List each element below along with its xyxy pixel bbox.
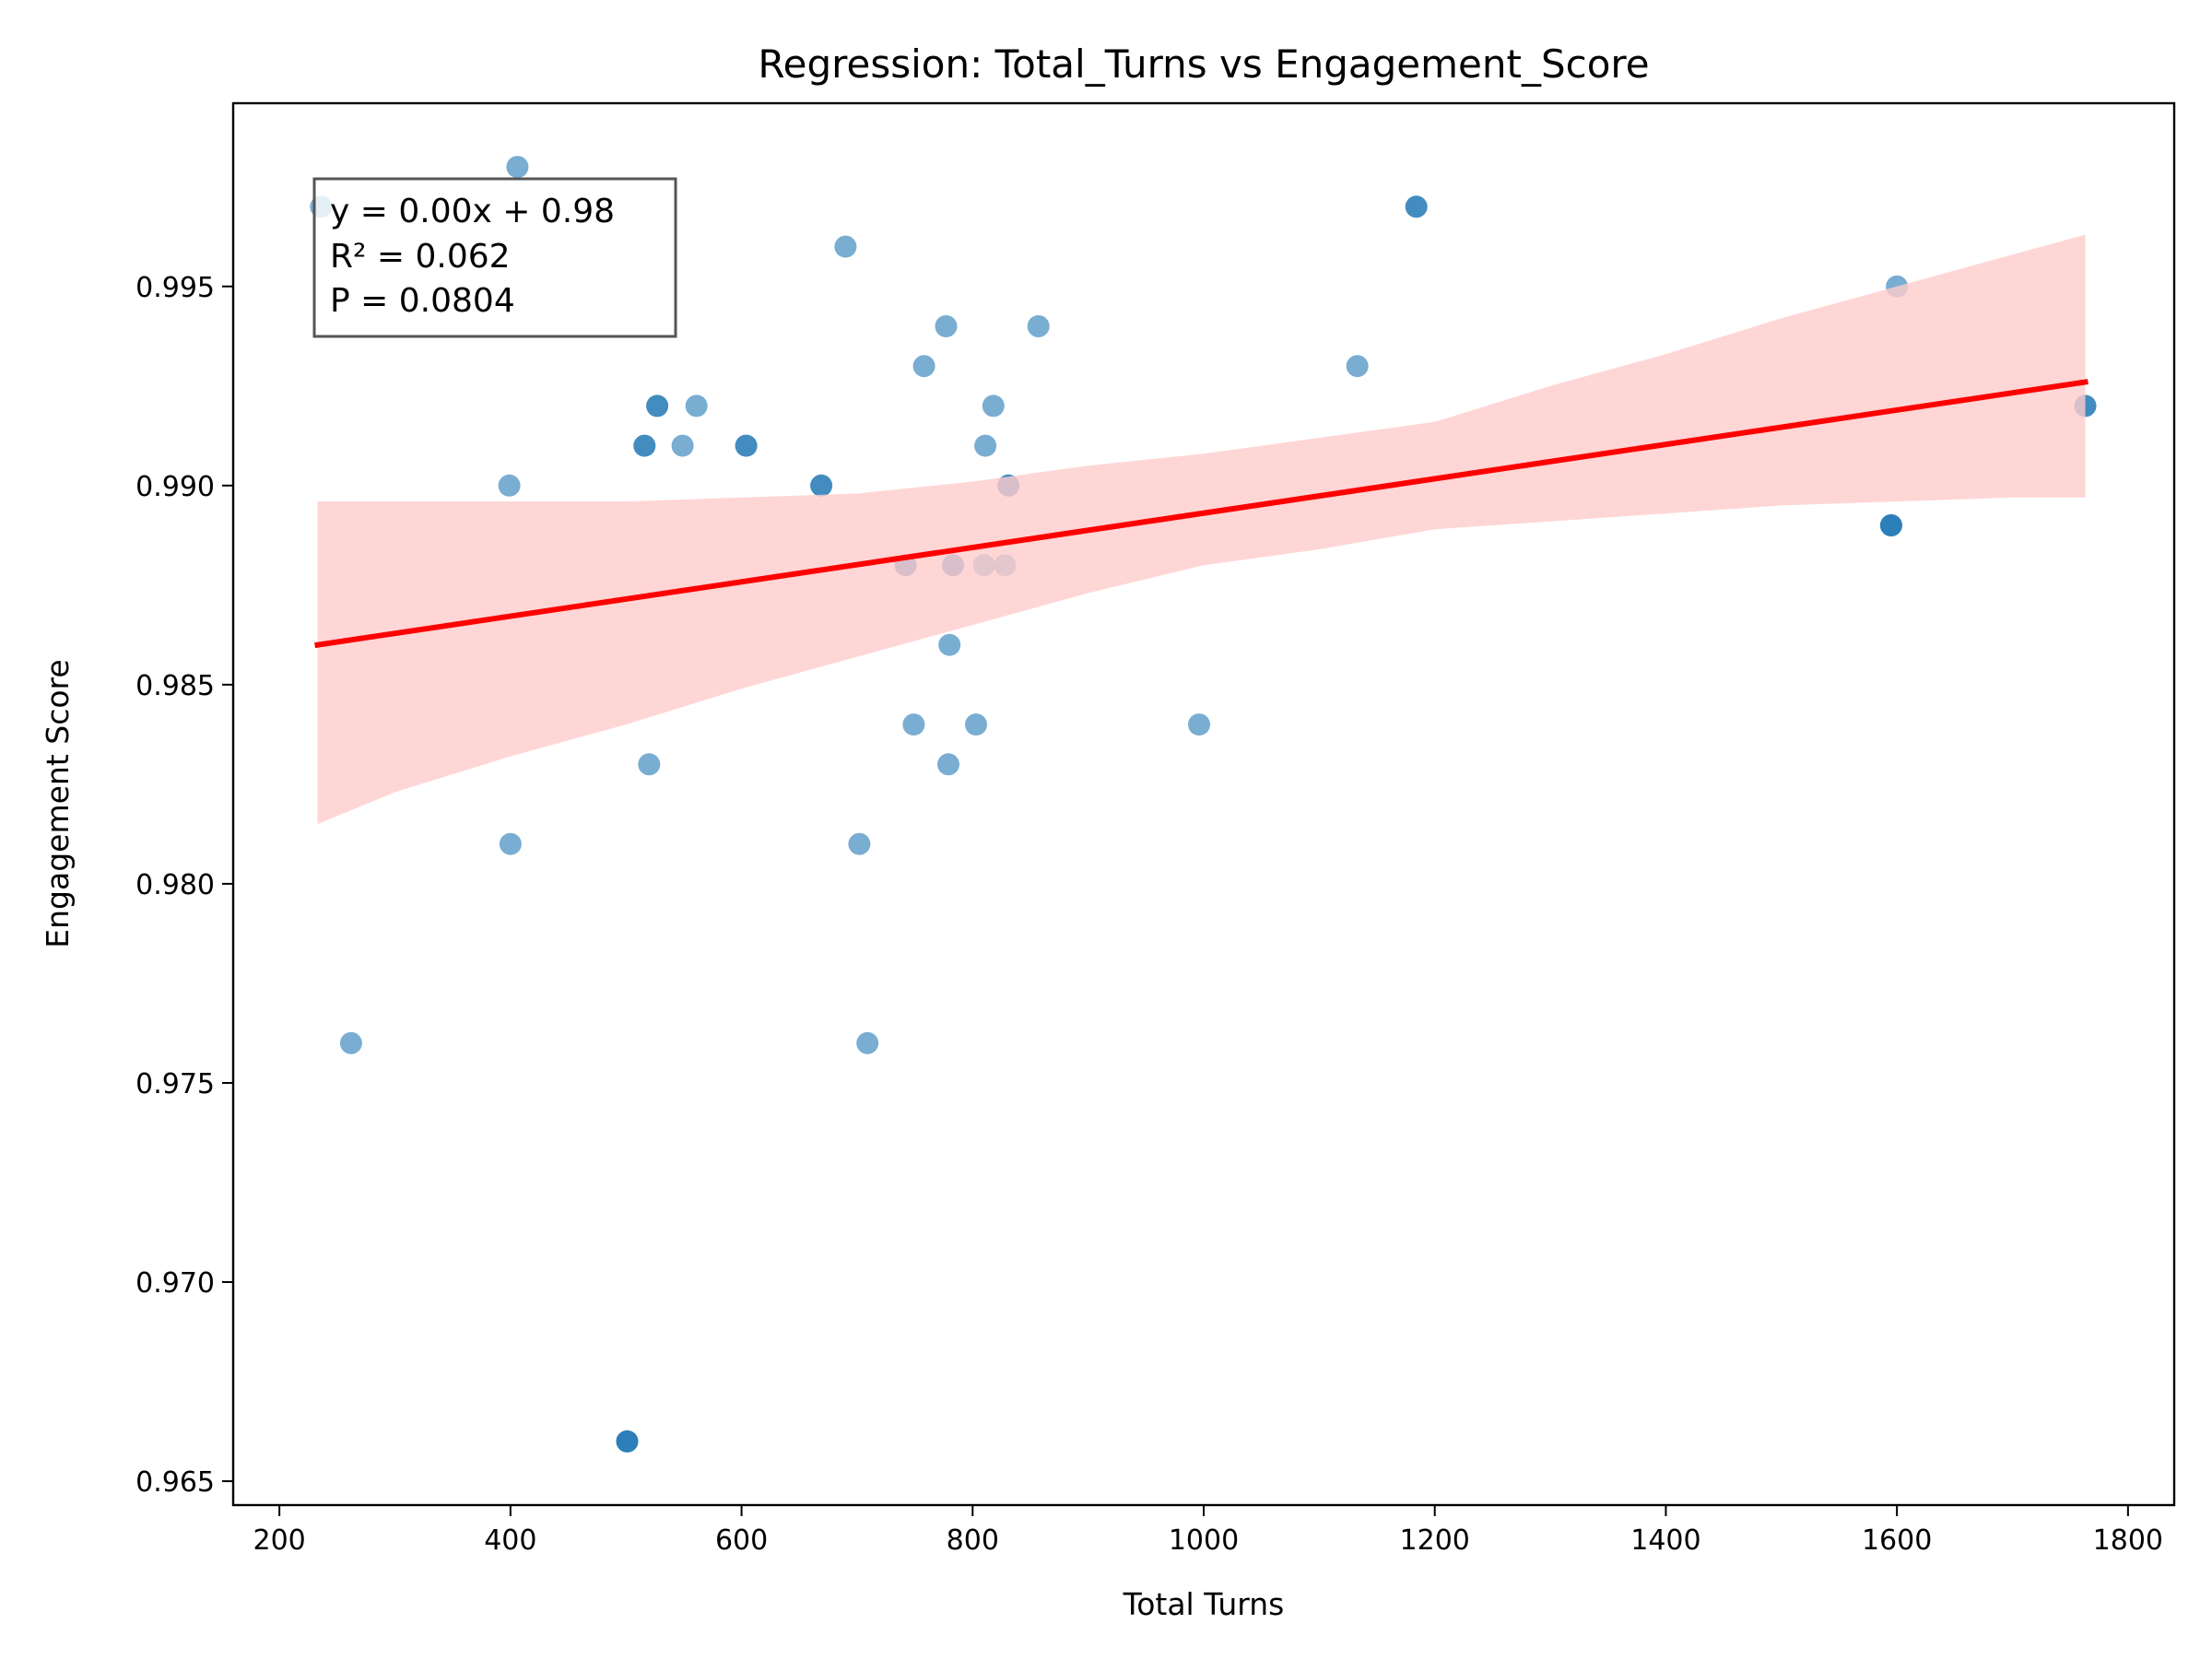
confidence-band — [317, 234, 2086, 825]
scatter-point — [965, 713, 987, 736]
x-tick-label: 1800 — [2093, 1524, 2163, 1557]
x-tick-label: 400 — [484, 1524, 536, 1557]
scatter-point — [1027, 315, 1050, 337]
scatter-point — [810, 474, 833, 497]
scatter-point — [848, 832, 871, 855]
scatter-point — [646, 394, 669, 418]
regression-line — [314, 379, 2088, 649]
scatter-point — [1346, 355, 1369, 378]
scatter-point — [735, 434, 758, 457]
scatter-point — [339, 1031, 362, 1054]
scatter-point — [685, 394, 708, 418]
equation-text: y = 0.00x + 0.98 — [330, 193, 615, 230]
scatter-point — [506, 156, 529, 179]
x-axis-title: Total Turns — [1123, 1586, 1285, 1622]
scatter-point — [834, 235, 857, 258]
x-tick-label: 1200 — [1400, 1524, 1470, 1557]
scatter-point — [638, 753, 661, 776]
x-tick-label: 1000 — [1169, 1524, 1239, 1557]
stats-annotation: y = 0.00x + 0.98 R² = 0.062 P = 0.0804 — [312, 177, 677, 338]
scatter-point — [974, 434, 997, 457]
y-tick-label: 0.970 — [135, 1267, 215, 1300]
x-axis: 200 400 600 800 1000 1200 1400 1600 1800 — [253, 1505, 2163, 1557]
scatter-point — [1405, 195, 1428, 218]
stats-box — [312, 177, 677, 338]
scatter-point — [902, 713, 925, 736]
scatter-point — [671, 434, 694, 457]
y-axis-title: Engagement Score — [40, 659, 76, 947]
scatter-point — [633, 434, 656, 457]
scatter-point — [937, 753, 959, 776]
scatter-point — [498, 474, 521, 497]
r-squared-text: R² = 0.062 — [330, 238, 511, 276]
plot-area — [310, 156, 2097, 1453]
x-tick-label: 1600 — [1862, 1524, 1932, 1557]
scatter-point — [982, 394, 1005, 418]
p-value-text: P = 0.0804 — [330, 282, 515, 320]
x-tick-label: 600 — [715, 1524, 768, 1557]
y-tick-label: 0.980 — [135, 869, 215, 901]
y-tick-label: 0.995 — [135, 272, 215, 304]
x-tick-label: 1400 — [1630, 1524, 1700, 1557]
scatter-point — [1879, 514, 1902, 536]
y-tick-label: 0.990 — [135, 471, 215, 503]
scatter-point — [938, 633, 961, 656]
scatter-point — [1188, 713, 1210, 736]
y-tick-label: 0.965 — [135, 1466, 215, 1499]
scatter-point — [935, 315, 958, 337]
scatter-point — [499, 832, 522, 855]
y-tick-label: 0.985 — [135, 670, 215, 702]
chart-title: Regression: Total_Turns vs Engagement_Sc… — [758, 41, 1649, 87]
scatter-point — [856, 1031, 879, 1054]
x-tick-label: 800 — [947, 1524, 999, 1557]
y-tick-label: 0.975 — [135, 1068, 215, 1100]
x-tick-label: 200 — [253, 1524, 306, 1557]
scatter-point — [912, 355, 935, 378]
y-axis: 0.965 0.970 0.975 0.980 0.985 0.990 0.995 — [135, 272, 233, 1499]
scatter-point — [616, 1430, 639, 1453]
